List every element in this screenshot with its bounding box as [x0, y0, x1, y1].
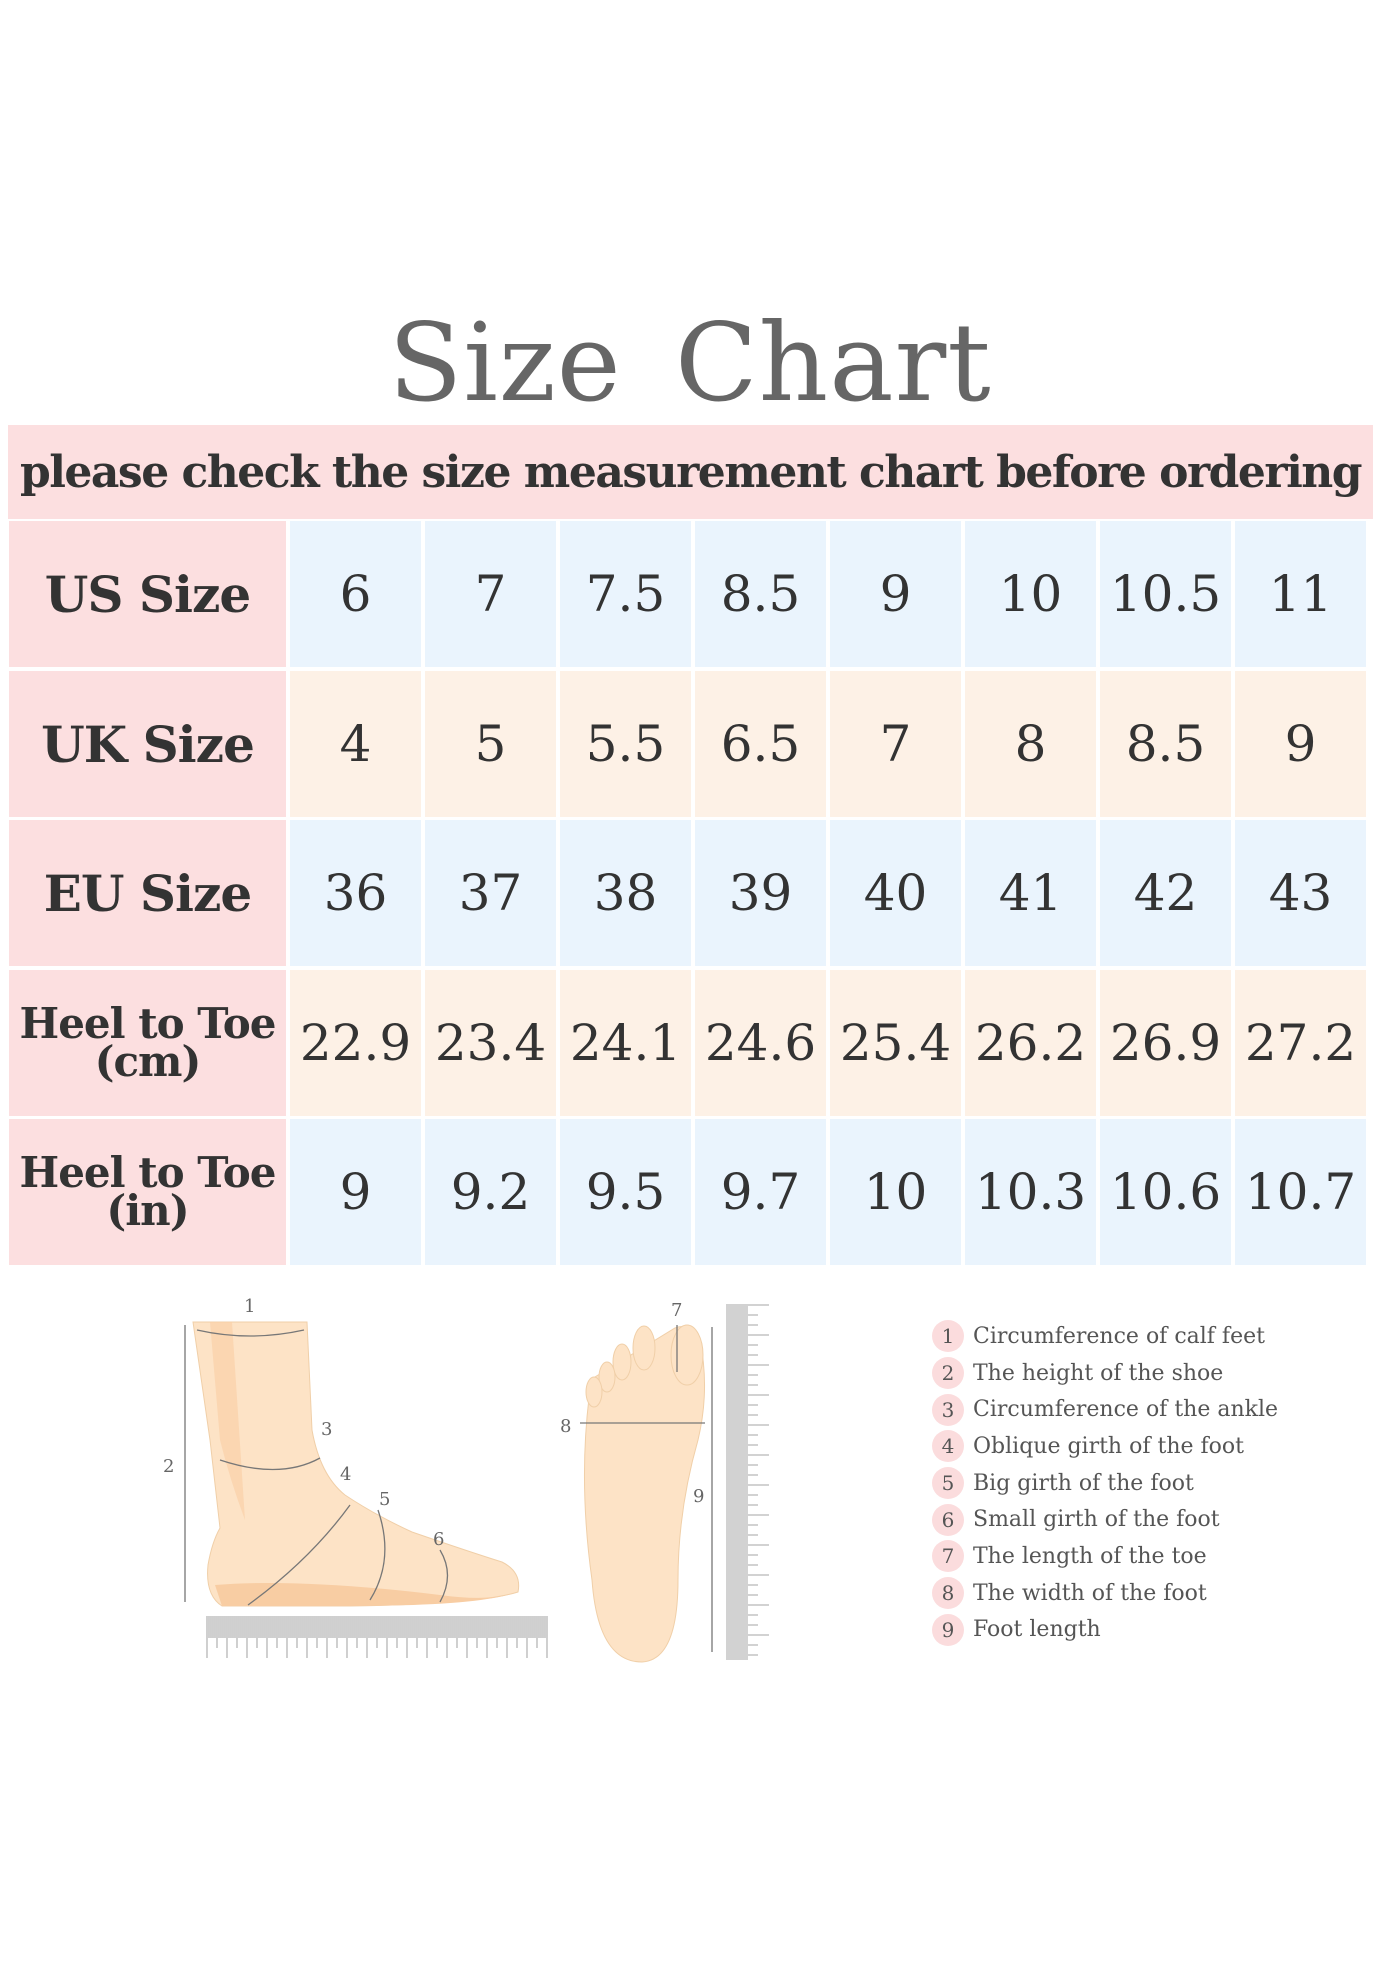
row-label: EU Size	[9, 820, 286, 966]
table-row: Heel to Toe (in) 9 9.2 9.5 9.7 10 10.3 10.6 10.7	[9, 1119, 1370, 1265]
table-cell: 10.3	[965, 1119, 1096, 1265]
diagram-label-1: 1	[244, 1296, 255, 1317]
table-cell: 5.5	[560, 671, 691, 817]
diagram-label-4: 4	[340, 1464, 351, 1485]
horizontal-ruler	[206, 1616, 548, 1658]
table-row: EU Size 36 37 38 39 40 41 42 43	[9, 820, 1370, 966]
diagram-label-2: 2	[163, 1456, 174, 1477]
table-cell: 4	[290, 671, 421, 817]
table-row: Heel to Toe (cm) 22.9 23.4 24.1 24.6 25.4 26.2 2…	[9, 970, 1370, 1116]
table-cell: 10	[830, 1119, 961, 1265]
table-cell: 9	[1235, 671, 1366, 817]
row-label: Heel to Toe (in)	[9, 1119, 286, 1265]
diagram-label-5: 5	[379, 1489, 390, 1510]
legend-number-badge: 2	[932, 1357, 964, 1390]
legend-number-badge: 5	[932, 1467, 964, 1500]
table-cell: 39	[695, 820, 826, 966]
table-cell: 9.5	[560, 1119, 691, 1265]
legend-item: 4 Oblique girth of the foot	[932, 1428, 1278, 1465]
table-cell: 9.7	[695, 1119, 826, 1265]
legend-item: 1 Circumference of calf feet	[932, 1318, 1278, 1355]
legend-text: Oblique girth of the foot	[973, 1433, 1244, 1459]
legend-number-badge: 1	[932, 1320, 964, 1353]
table-cell: 36	[290, 820, 421, 966]
legend-text: The length of the toe	[973, 1543, 1207, 1569]
diagram-label-9: 9	[693, 1486, 704, 1507]
table-cell: 6.5	[695, 671, 826, 817]
row-label-line1: Heel to Toe	[19, 1148, 277, 1198]
table-cell: 23.4	[425, 970, 556, 1116]
legend-number-badge: 8	[932, 1577, 964, 1610]
vertical-ruler	[726, 1304, 769, 1660]
table-cell: 43	[1235, 820, 1366, 966]
diagram-label-8: 8	[560, 1416, 571, 1437]
table-cell: 10	[965, 521, 1096, 667]
legend-number-badge: 6	[932, 1503, 964, 1536]
page-title: Size Chart	[388, 301, 992, 426]
side-foot-illustration: 1 2 3 4 5 6	[163, 1296, 548, 1658]
legend-text: Small girth of the foot	[973, 1507, 1220, 1533]
row-label: UK Size	[9, 671, 286, 817]
table-row: UK Size 4 5 5.5 6.5 7 8 8.5 9	[9, 671, 1370, 817]
table-cell: 37	[425, 820, 556, 966]
diagram-label-3: 3	[321, 1419, 332, 1440]
table-cell: 38	[560, 820, 691, 966]
table-cell: 26.9	[1100, 970, 1231, 1116]
table-cell: 41	[965, 820, 1096, 966]
table-cell: 24.6	[695, 970, 826, 1116]
legend-number-badge: 4	[932, 1430, 964, 1463]
legend-number-badge: 3	[932, 1393, 964, 1426]
legend-item: 8 The width of the foot	[932, 1575, 1278, 1612]
row-label-line2: (cm)	[94, 1037, 202, 1086]
table-cell: 8	[965, 671, 1096, 817]
row-label-line1: Heel to Toe	[19, 999, 277, 1049]
row-label-line2: (in)	[106, 1186, 189, 1235]
table-cell: 42	[1100, 820, 1231, 966]
table-cell: 9	[290, 1119, 421, 1265]
table-cell: 10.7	[1235, 1119, 1366, 1265]
table-cell: 7.5	[560, 521, 691, 667]
legend-text: The height of the shoe	[973, 1360, 1224, 1386]
foot-measurement-diagram: 1 2 3 4 5 6 7 8 9	[163, 1296, 769, 1663]
legend-item: 2 The height of the shoe	[932, 1355, 1278, 1392]
table-cell: 7	[830, 671, 961, 817]
legend-item: 7 The length of the toe	[932, 1538, 1278, 1575]
row-label: US Size	[9, 521, 286, 667]
legend-text: Foot length	[973, 1617, 1101, 1643]
table-cell: 9.2	[425, 1119, 556, 1265]
table-cell: 27.2	[1235, 970, 1366, 1116]
table-cell: 40	[830, 820, 961, 966]
table-cell: 11	[1235, 521, 1366, 667]
table-cell: 7	[425, 521, 556, 667]
table-cell: 25.4	[830, 970, 961, 1116]
legend-text: Circumference of calf feet	[973, 1323, 1265, 1349]
table-cell: 10.5	[1100, 521, 1231, 667]
table-cell: 24.1	[560, 970, 691, 1116]
table-cell: 8.5	[695, 521, 826, 667]
table-row: US Size 6 7 7.5 8.5 9 10 10.5 11	[9, 521, 1370, 667]
notice-banner: please check the size measurement chart …	[8, 425, 1373, 519]
diagram-label-6: 6	[433, 1529, 444, 1550]
legend-item: 9 Foot length	[932, 1612, 1278, 1649]
legend-text: Circumference of the ankle	[973, 1397, 1279, 1423]
table-cell: 9	[830, 521, 961, 667]
legend-text: The width of the foot	[973, 1580, 1207, 1606]
legend-item: 5 Big girth of the foot	[932, 1465, 1278, 1502]
legend-item: 3 Circumference of the ankle	[932, 1391, 1278, 1428]
table-cell: 8.5	[1100, 671, 1231, 817]
legend-item: 6 Small girth of the foot	[932, 1501, 1278, 1538]
diagram-label-7: 7	[671, 1300, 682, 1321]
legend-number-badge: 7	[932, 1540, 964, 1573]
row-label: Heel to Toe (cm)	[9, 970, 286, 1116]
table-cell: 26.2	[965, 970, 1096, 1116]
table-cell: 22.9	[290, 970, 421, 1116]
sole-illustration: 7 8 9	[560, 1300, 769, 1663]
legend-text: Big girth of the foot	[973, 1470, 1194, 1496]
table-cell: 10.6	[1100, 1119, 1231, 1265]
legend-number-badge: 9	[932, 1613, 964, 1646]
measurement-legend: 1 Circumference of calf feet 2 The height o…	[932, 1318, 1278, 1648]
table-cell: 6	[290, 521, 421, 667]
table-cell: 5	[425, 671, 556, 817]
